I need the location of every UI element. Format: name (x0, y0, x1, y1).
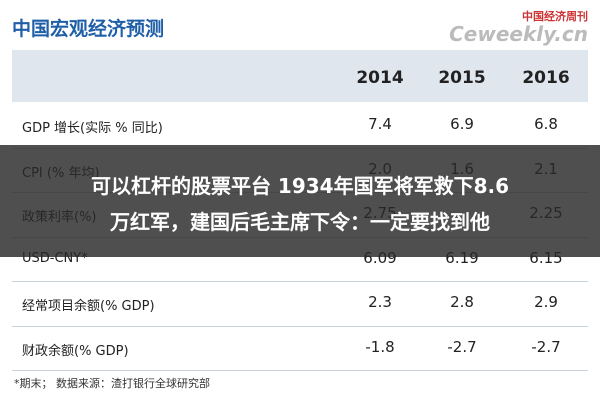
cell-value: 2.8 (450, 293, 474, 311)
cell-value: 6.9 (450, 115, 474, 133)
table-header-band (12, 50, 588, 102)
row-divider (12, 281, 588, 282)
cell-value: -2.7 (531, 337, 561, 356)
watermark: 中国经济周刊 (522, 10, 588, 23)
cell-value: -2.7 (447, 337, 477, 356)
title: 中国宏观经济预测 (12, 18, 165, 40)
overlay-caption: 可以杠杆的股票平台 1934年国军将军救下8.6 (90, 174, 510, 198)
cell-value: 2.3 (368, 293, 392, 311)
row-label: GDP 增长(实际 % 同比) (22, 121, 163, 136)
cell-value: 6.8 (534, 115, 558, 133)
overlay-caption: 万红军，建国后毛主席下令：一定要找到他 (110, 210, 490, 234)
overlay-band (0, 145, 600, 257)
row-divider (12, 325, 588, 327)
cell-value: 2.9 (534, 293, 558, 311)
column-header: 2016 (522, 68, 570, 88)
column-header: 2015 (438, 68, 486, 88)
row-divider (12, 370, 588, 371)
row-label: 经常项目余额(% GDP) (22, 299, 155, 314)
watermark-site: Ceweekly.cn (449, 22, 588, 46)
row-label: 财政余额(% GDP) (22, 343, 129, 359)
footnote: *期末； 数据来源：渣打银行全球研究部 (14, 377, 210, 390)
cell-value: -1.8 (365, 337, 395, 356)
column-header: 2014 (356, 68, 404, 88)
cell-value: 7.4 (368, 115, 392, 133)
